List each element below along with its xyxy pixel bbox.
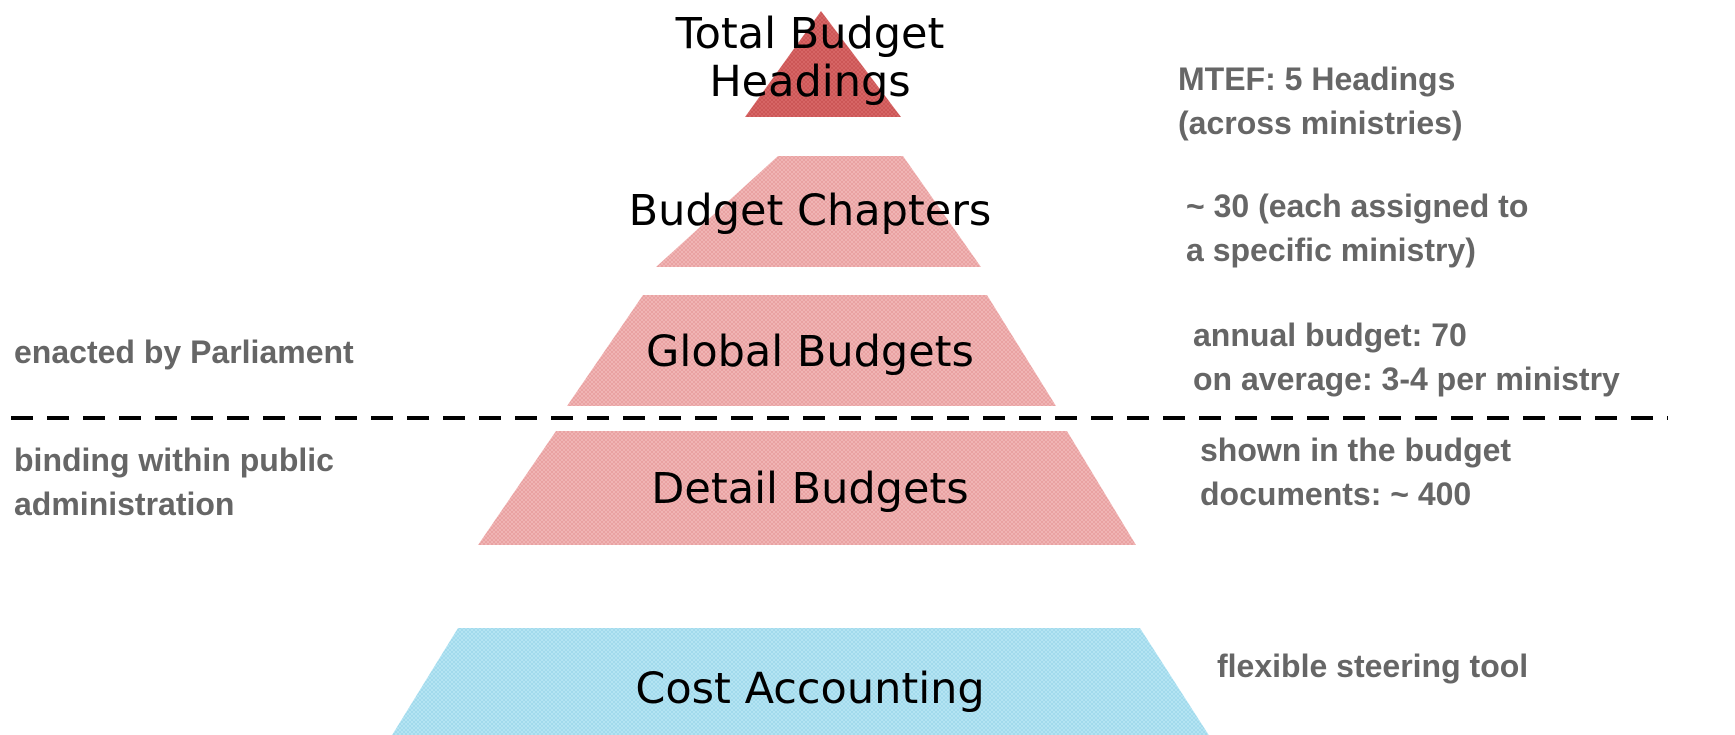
level-note: flexible steering tool bbox=[1217, 648, 1528, 684]
level-note: documents: ~ 400 bbox=[1200, 476, 1471, 512]
level-note: on average: 3-4 per ministry bbox=[1193, 361, 1620, 397]
side-note: enacted by Parliament bbox=[14, 334, 354, 370]
level-shape bbox=[478, 431, 1136, 545]
level-label: Total Budget bbox=[675, 9, 945, 59]
level-label: Cost Accounting bbox=[635, 664, 984, 714]
level-label: Budget Chapters bbox=[629, 186, 992, 236]
level-label: Headings bbox=[709, 57, 910, 107]
level-note: a specific ministry) bbox=[1186, 232, 1476, 268]
level-note: shown in the budget bbox=[1200, 432, 1511, 468]
side-note: administration bbox=[14, 486, 234, 522]
side-note: binding within public bbox=[14, 442, 334, 478]
level-shape bbox=[745, 11, 901, 117]
level-note: (across ministries) bbox=[1178, 105, 1463, 141]
level-note: MTEF: 5 Headings bbox=[1178, 61, 1455, 97]
level-shape bbox=[656, 156, 981, 267]
level-note: annual budget: 70 bbox=[1193, 317, 1467, 353]
level-label: Detail Budgets bbox=[651, 464, 968, 514]
level-note: ~ 30 (each assigned to bbox=[1186, 188, 1528, 224]
level-label: Global Budgets bbox=[646, 327, 974, 377]
level-shape bbox=[567, 295, 1056, 406]
level-shape bbox=[392, 628, 1209, 735]
